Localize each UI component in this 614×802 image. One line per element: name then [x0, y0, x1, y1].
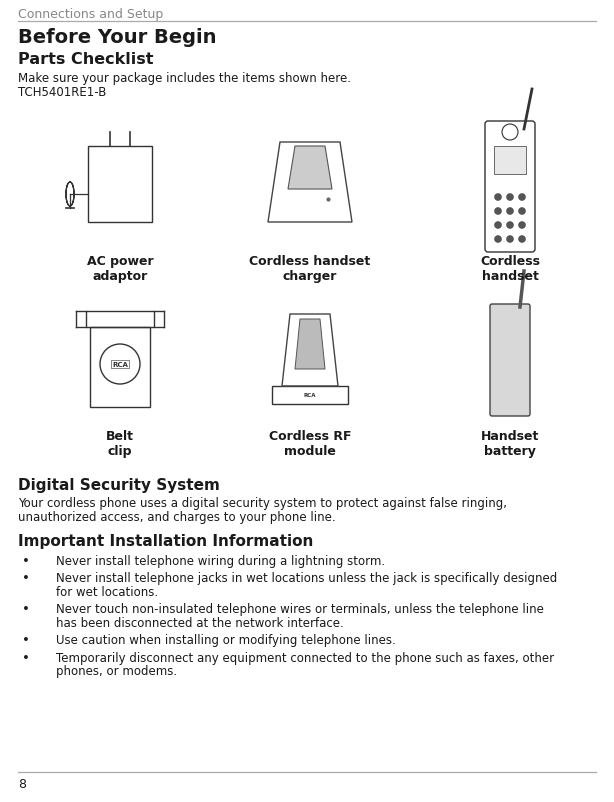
- Bar: [88, 147, 152, 223]
- Text: Never install telephone wiring during a lightning storm.: Never install telephone wiring during a …: [56, 554, 385, 567]
- Circle shape: [507, 237, 513, 243]
- Text: Connections and Setup: Connections and Setup: [18, 8, 163, 21]
- Text: unauthorized access, and charges to your phone line.: unauthorized access, and charges to your…: [18, 510, 336, 524]
- Text: Temporarily disconnect any equipment connected to the phone such as faxes, other: Temporarily disconnect any equipment con…: [56, 651, 554, 664]
- Circle shape: [494, 237, 502, 243]
- Text: AC power
adaptor: AC power adaptor: [87, 255, 154, 282]
- Text: Never touch non-insulated telephone wires or terminals, unless the telephone lin: Never touch non-insulated telephone wire…: [56, 603, 544, 616]
- Text: TCH5401RE1-B: TCH5401RE1-B: [18, 86, 106, 99]
- Text: Belt
clip: Belt clip: [106, 429, 134, 457]
- Circle shape: [507, 194, 513, 201]
- Text: Cordless handset
charger: Cordless handset charger: [249, 255, 371, 282]
- Text: •: •: [22, 634, 30, 646]
- Text: Use caution when installing or modifying telephone lines.: Use caution when installing or modifying…: [56, 634, 396, 646]
- Text: •: •: [22, 572, 30, 585]
- Text: Never install telephone jacks in wet locations unless the jack is specifically d: Never install telephone jacks in wet loc…: [56, 572, 558, 585]
- FancyBboxPatch shape: [490, 305, 530, 416]
- Text: Before Your Begin: Before Your Begin: [18, 28, 217, 47]
- Text: •: •: [22, 603, 30, 616]
- Polygon shape: [288, 147, 332, 190]
- Text: Your cordless phone uses a digital security system to protect against false ring: Your cordless phone uses a digital secur…: [18, 496, 507, 509]
- Text: phones, or modems.: phones, or modems.: [56, 665, 177, 678]
- Text: Handset
battery: Handset battery: [481, 429, 539, 457]
- Text: Important Installation Information: Important Installation Information: [18, 533, 313, 549]
- Bar: [494, 147, 526, 175]
- Text: Digital Security System: Digital Security System: [18, 477, 220, 492]
- Text: •: •: [22, 651, 30, 664]
- Text: has been disconnected at the network interface.: has been disconnected at the network int…: [56, 616, 344, 630]
- Text: Make sure your package includes the items shown here.: Make sure your package includes the item…: [18, 72, 351, 85]
- Text: for wet locations.: for wet locations.: [56, 585, 158, 598]
- Text: Cordless
handset: Cordless handset: [480, 255, 540, 282]
- Circle shape: [494, 194, 502, 201]
- Circle shape: [507, 209, 513, 215]
- Polygon shape: [295, 320, 325, 370]
- Text: 8: 8: [18, 777, 26, 790]
- Bar: [90, 327, 150, 407]
- Circle shape: [494, 209, 502, 215]
- Text: Parts Checklist: Parts Checklist: [18, 52, 154, 67]
- Circle shape: [518, 222, 526, 229]
- Text: •: •: [22, 554, 30, 567]
- Circle shape: [518, 194, 526, 201]
- Circle shape: [518, 237, 526, 243]
- Bar: [86, 312, 154, 327]
- Text: Cordless RF
module: Cordless RF module: [269, 429, 351, 457]
- Text: RCA: RCA: [304, 393, 316, 398]
- Circle shape: [494, 222, 502, 229]
- Text: RCA: RCA: [112, 362, 128, 367]
- Circle shape: [507, 222, 513, 229]
- Circle shape: [518, 209, 526, 215]
- Bar: [272, 387, 348, 404]
